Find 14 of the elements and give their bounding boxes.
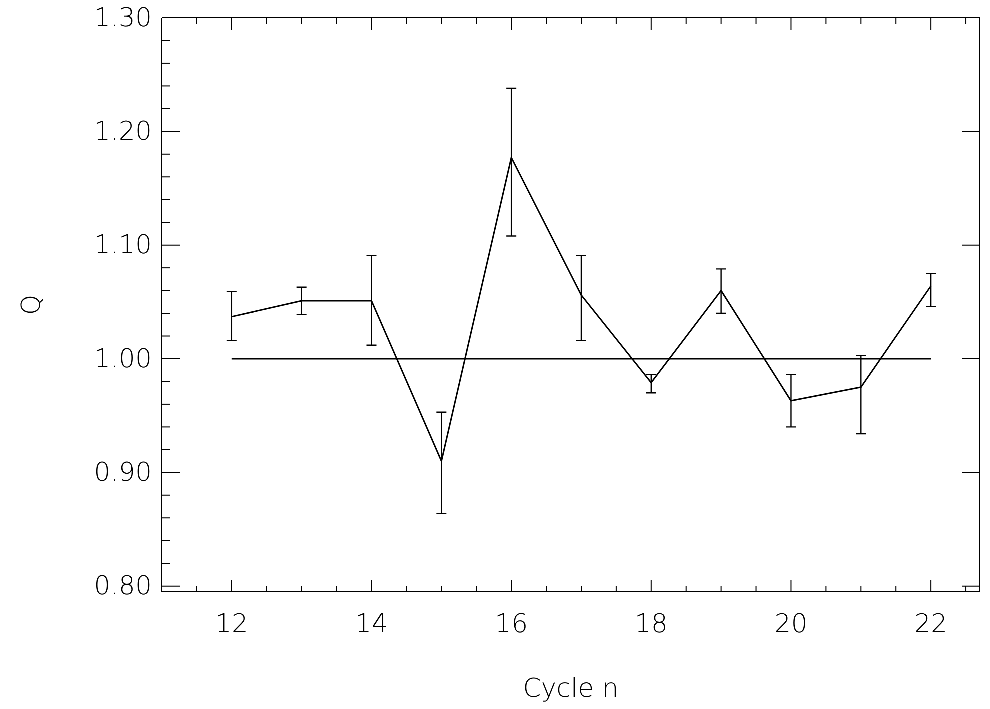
x-axis-title: Cycle n: [523, 674, 619, 704]
y-tick-label: 1.00: [94, 344, 152, 374]
y-tick-label: 0.80: [94, 572, 152, 602]
y-tick-label: 1.30: [94, 3, 152, 34]
x-tick-label: 14: [355, 609, 388, 640]
y-tick-label: 0.90: [94, 458, 152, 488]
x-tick-label: 12: [215, 609, 248, 640]
y-tick-label: 1.20: [94, 116, 152, 147]
x-tick-label: 18: [634, 609, 668, 640]
x-tick-label: 20: [774, 609, 808, 640]
x-tick-label: 22: [914, 609, 948, 640]
y-axis-title: Q: [17, 294, 47, 316]
x-tick-label: 16: [495, 609, 528, 640]
y-tick-label: 1.10: [94, 230, 152, 261]
